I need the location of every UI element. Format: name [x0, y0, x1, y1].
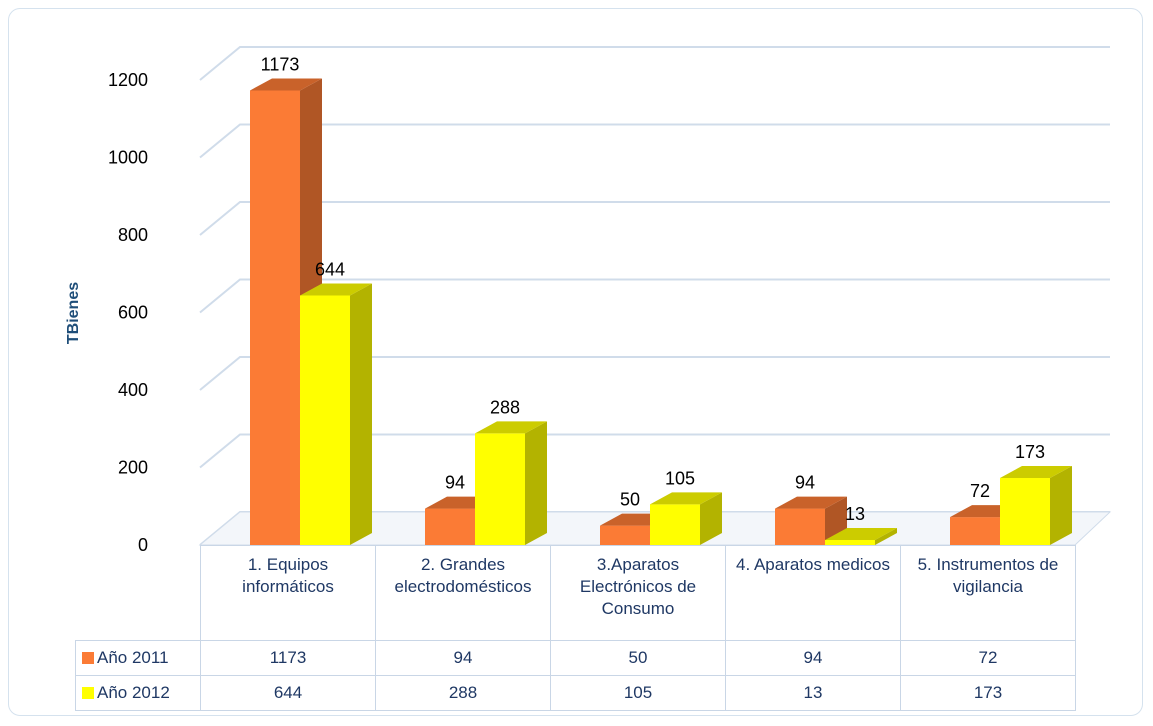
table-value: 644: [200, 675, 376, 711]
table-value: 288: [375, 675, 551, 711]
bar: [825, 539, 875, 545]
bar-side: [875, 527, 897, 545]
y-axis-label: TBienes: [65, 282, 82, 344]
grid-line: [199, 123, 1110, 159]
data-label: 94: [795, 473, 815, 493]
table-value: 13: [725, 675, 901, 711]
category-label: 5. Instrumentos de vigilancia: [900, 545, 1076, 641]
data-label: 105: [665, 468, 695, 488]
grid-line: [199, 46, 1110, 81]
data-label: 644: [315, 259, 345, 279]
bar: [425, 508, 475, 545]
y-tick-label: 200: [118, 458, 148, 478]
table-value: 94: [725, 640, 901, 676]
legend-swatch: [82, 687, 94, 699]
legend-label: Año 2011: [97, 647, 169, 667]
bar-side: [1050, 465, 1072, 545]
bar: [1000, 477, 1050, 545]
bar: [775, 508, 825, 545]
grid-line: [199, 201, 1110, 236]
bar-top: [825, 527, 897, 540]
grid-line: [199, 278, 1110, 314]
y-tick-label: 400: [118, 380, 148, 400]
table-value: 72: [900, 640, 1076, 676]
data-label: 1173: [261, 54, 300, 74]
data-label: 13: [845, 504, 865, 524]
frame: [8, 8, 1143, 716]
data-label: 50: [620, 490, 640, 510]
data-label: 94: [445, 473, 465, 493]
legend-label: Año 2012: [97, 682, 170, 702]
bar-top: [775, 496, 847, 509]
bar-top: [475, 421, 547, 434]
table-value: 105: [550, 675, 726, 711]
grid-line: [199, 433, 1110, 469]
y-tick-label: 1000: [108, 148, 148, 168]
category-label: 2. Grandes electrodomésticos: [375, 545, 551, 641]
table-value: 50: [550, 640, 726, 676]
bar-side: [525, 421, 547, 545]
y-tick-label: 800: [118, 225, 148, 245]
category-label: 3.Aparatos Electrónicos de Consumo: [550, 545, 726, 641]
y-tick-label: 1200: [108, 70, 148, 90]
table-value: 173: [900, 675, 1076, 711]
table-value: 1173: [200, 640, 376, 676]
grid-line: [199, 356, 1110, 391]
bar-top: [250, 78, 322, 91]
bar-side: [350, 283, 372, 545]
bar: [475, 433, 525, 545]
data-label: 72: [970, 481, 990, 501]
data-label: 173: [1015, 442, 1045, 462]
data-label: 288: [490, 397, 520, 417]
table-value: 94: [375, 640, 551, 676]
legend-swatch: [82, 652, 94, 664]
bar: [300, 295, 350, 545]
bar: [250, 90, 300, 546]
legend-entry: Año 2011: [75, 640, 201, 676]
legend-entry: Año 2012: [75, 675, 201, 711]
y-tick-label: 0: [138, 535, 148, 555]
bar: [950, 517, 1000, 545]
bar-top: [300, 283, 372, 296]
y-tick-label: 600: [118, 303, 148, 323]
category-label: 1. Equipos informáticos: [200, 545, 376, 641]
bar: [650, 504, 700, 545]
category-label: 4. Aparatos medicos: [725, 545, 901, 641]
bar-top: [650, 492, 722, 505]
bar-side: [700, 492, 722, 545]
bar: [600, 525, 650, 545]
bar-top: [1000, 465, 1072, 478]
